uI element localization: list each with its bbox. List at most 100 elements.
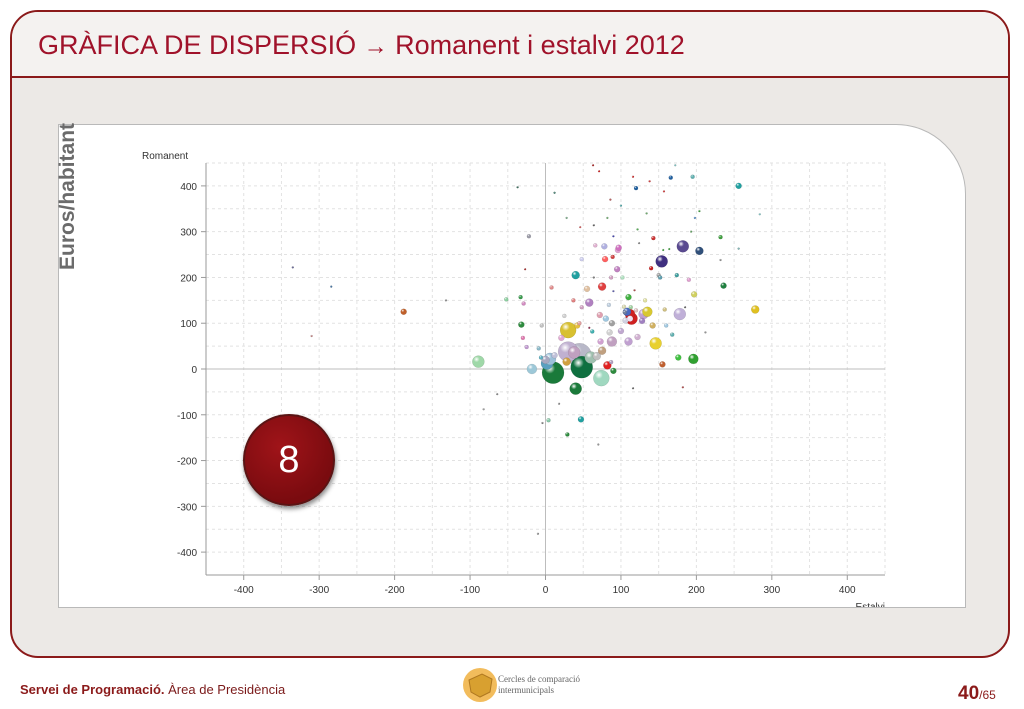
- data-point: [608, 359, 614, 365]
- data-point: [608, 275, 614, 280]
- data-point: [619, 204, 623, 207]
- data-point: [538, 355, 544, 360]
- data-point: [559, 321, 577, 339]
- data-point: [674, 164, 677, 167]
- data-point: [661, 248, 665, 252]
- data-point: [649, 337, 662, 350]
- data-point: [648, 180, 651, 183]
- data-point: [704, 331, 707, 334]
- data-point: [472, 355, 485, 368]
- data-point: [651, 235, 656, 241]
- data-point: [690, 291, 698, 298]
- logo-line-1: Cercles de comparació: [498, 674, 580, 684]
- data-point: [549, 285, 554, 290]
- data-point: [610, 254, 615, 260]
- data-point: [593, 369, 610, 387]
- x-tick-label: 0: [543, 585, 549, 596]
- data-point: [516, 186, 519, 189]
- y-tick-label: 0: [191, 365, 197, 376]
- data-point: [558, 334, 565, 342]
- data-point: [631, 386, 635, 390]
- x-tick-label: 100: [613, 585, 630, 596]
- x-tick-label: -400: [234, 585, 254, 596]
- data-point: [637, 241, 641, 245]
- data-point: [668, 175, 673, 180]
- data-point: [648, 266, 654, 271]
- data-point: [622, 309, 627, 315]
- data-point: [400, 308, 407, 316]
- data-point: [606, 336, 618, 347]
- x-tick-label: -300: [309, 585, 329, 596]
- y-tick-label: 400: [180, 182, 197, 193]
- scatter-chart: -400 -300 -200 -100 0 100 200 300 400 -400 -300 -20…: [142, 151, 886, 607]
- data-point: [518, 321, 525, 328]
- page-current: 40: [958, 683, 980, 704]
- data-point: [690, 174, 695, 179]
- y-tick-label: -100: [177, 411, 197, 422]
- data-point: [610, 367, 617, 375]
- title-bar: GRÀFICA DE DISPERSIÓ → Romanent i estalv…: [12, 12, 1008, 78]
- data-point: [669, 332, 675, 337]
- data-point: [597, 169, 601, 173]
- footer-org: Servei de Programació.: [20, 682, 165, 697]
- y-tick-label: -300: [177, 502, 197, 513]
- data-point: [735, 182, 742, 190]
- data-point: [642, 306, 653, 318]
- data-point: [565, 432, 570, 437]
- data-point: [583, 285, 591, 293]
- data-point: [638, 317, 646, 325]
- side-axis-label: Euros/habitant: [56, 122, 79, 270]
- data-point: [612, 289, 615, 293]
- data-point: [657, 275, 663, 280]
- data-point: [590, 329, 595, 334]
- y-tick-label: -200: [177, 457, 197, 468]
- data-point: [541, 355, 550, 365]
- data-point: [536, 532, 540, 536]
- data-point: [624, 337, 633, 346]
- data-point: [603, 361, 612, 370]
- title-subject: Romanent i estalvi 2012: [395, 30, 685, 60]
- logo-text: Cercles de comparació intermunicipals: [498, 674, 580, 696]
- data-point: [518, 294, 523, 300]
- data-point: [663, 323, 669, 328]
- data-point: [620, 275, 625, 280]
- data-point: [567, 346, 581, 359]
- data-point: [662, 190, 666, 193]
- y-tick-label: 100: [180, 319, 197, 330]
- data-point: [557, 402, 561, 406]
- data-point: [562, 357, 571, 366]
- data-point: [609, 198, 612, 201]
- data-point: [720, 282, 727, 289]
- page-total: /65: [979, 688, 996, 702]
- data-point: [579, 256, 584, 262]
- data-point: [571, 298, 576, 303]
- data-point: [551, 352, 558, 359]
- data-point: [597, 443, 600, 446]
- data-point: [524, 344, 529, 350]
- data-point: [565, 216, 568, 220]
- data-point: [495, 392, 499, 396]
- data-point: [633, 289, 636, 292]
- data-point: [569, 382, 582, 395]
- data-point: [592, 276, 596, 279]
- data-point: [758, 213, 762, 216]
- data-point: [578, 225, 582, 229]
- data-point: [626, 315, 634, 322]
- data-point: [615, 244, 622, 251]
- x-tick-label: -200: [385, 585, 405, 596]
- footer-credit: Servei de Programació. Àrea de Presidènc…: [20, 682, 285, 697]
- data-point: [659, 361, 666, 368]
- data-point: [596, 311, 604, 319]
- data-point: [526, 363, 538, 375]
- data-point: [601, 243, 608, 250]
- data-point: [631, 175, 635, 178]
- data-point: [675, 354, 682, 361]
- data-point: [673, 307, 687, 321]
- x-tick-label: 400: [839, 585, 856, 596]
- data-point: [625, 293, 632, 301]
- data-point: [597, 346, 607, 355]
- slide-frame: GRÀFICA DE DISPERSIÓ → Romanent i estalv…: [10, 10, 1010, 658]
- data-point: [520, 335, 526, 341]
- data-point: [655, 255, 668, 268]
- data-point: [591, 164, 595, 167]
